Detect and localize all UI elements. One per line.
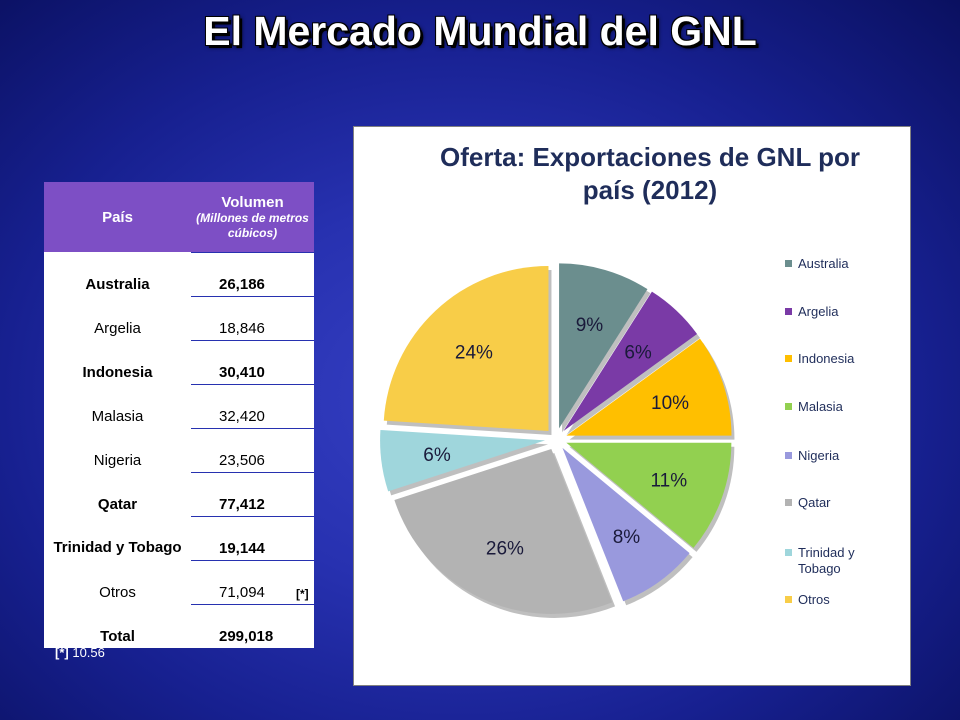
pie-slice-indonesia — [566, 338, 732, 436]
volume-cell: 26,186 — [191, 252, 314, 297]
legend-swatch — [785, 549, 792, 556]
header-volume-unit: (Millones de metros cúbicos) — [196, 210, 309, 240]
footnote-mark: [*] — [55, 645, 69, 660]
table-row: Indonesia 30,410 — [44, 340, 314, 385]
legend-label: Nigeria — [798, 448, 840, 463]
country-cell: Trinidad y Tobago — [44, 516, 191, 561]
volume-cell: 19,144 — [191, 516, 314, 561]
header-volume: Volumen — [221, 193, 284, 211]
legend-swatch — [785, 403, 792, 410]
table-row: Qatar 77,412 — [44, 472, 314, 517]
pie-slice-australia — [559, 263, 648, 429]
pie-slice-malasia — [566, 442, 732, 548]
country-cell: Total — [44, 604, 191, 648]
table-row: Nigeria 23,506 — [44, 428, 314, 473]
header-country-cell: País — [44, 182, 191, 253]
table-row: Malasia 32,420 — [44, 384, 314, 429]
country-cell: Malasia — [44, 384, 191, 429]
pie-slice-qatar — [394, 448, 613, 614]
pie-slice-nigeria — [562, 447, 690, 602]
pie-data-label: 8% — [613, 527, 641, 548]
table-row: Australia 26,186 — [44, 252, 314, 297]
pie-chart: 9% 6% 10% 11% 8% 26% 6% 24% — [380, 263, 735, 618]
legend-label: Malasia — [798, 399, 843, 414]
country-cell: Argelia — [44, 296, 191, 341]
country-cell: Otros — [44, 560, 191, 605]
pie-data-label: 10% — [651, 393, 689, 414]
country-cell: Nigeria — [44, 428, 191, 473]
export-volume-table: País Volumen (Millones de metros cúbicos… — [44, 182, 314, 648]
table-row: Otros 71,094 — [44, 560, 314, 605]
pie-slice-trinidad-y-tobago — [380, 430, 546, 492]
slide-title: El Mercado Mundial del GNL — [203, 8, 757, 54]
table-row: Trinidad y Tobago 19,144 — [44, 516, 314, 561]
volume-cell: 71,094 — [191, 560, 314, 605]
volume-cell: 23,506 — [191, 428, 314, 473]
country-cell: Indonesia — [44, 340, 191, 385]
pie-data-label: 24% — [455, 343, 493, 364]
volume-cell: 299,018 — [191, 604, 314, 648]
legend-swatch — [785, 499, 792, 506]
pie-slice-argelia — [563, 291, 698, 431]
volume-cell: 77,412 — [191, 472, 314, 517]
chart-title: Oferta: Exportaciones de GNL por país (2… — [440, 142, 860, 205]
footnote-text: 10.56 — [72, 645, 105, 660]
pie-data-label: 26% — [486, 538, 524, 559]
legend-label: Indonesia — [798, 351, 855, 366]
total-note-mark: [*] — [296, 587, 309, 601]
pie-data-label: 11% — [650, 471, 687, 492]
legend-label: Otros — [798, 592, 830, 607]
legend-label: Trinidad y Tobago — [798, 545, 855, 576]
volume-cell: 32,420 — [191, 384, 314, 429]
pie-data-label: 6% — [423, 445, 451, 466]
volume-cell: 18,846 — [191, 296, 314, 341]
legend-label: Qatar — [798, 495, 831, 510]
legend-swatch — [785, 355, 792, 362]
country-cell: Australia — [44, 252, 191, 297]
legend-swatch — [785, 452, 792, 459]
header-country: País — [102, 208, 133, 226]
legend-label: Australia — [798, 256, 849, 271]
volume-cell: 30,410 — [191, 340, 314, 385]
pie-data-label: 9% — [576, 315, 604, 336]
table-row: Argelia 18,846 — [44, 296, 314, 341]
pie-data-label: 6% — [624, 343, 652, 364]
table-row-total: Total 299,018 — [44, 604, 314, 648]
header-volume-cell: Volumen (Millones de metros cúbicos) — [191, 182, 314, 253]
footnote: [*] 10.56 — [55, 645, 105, 660]
pie-slice-otros — [383, 265, 549, 431]
legend-label: Argelia — [798, 304, 839, 319]
legend-swatch — [785, 308, 792, 315]
country-cell: Qatar — [44, 472, 191, 517]
legend-swatch — [785, 260, 792, 267]
legend-swatch — [785, 596, 792, 603]
